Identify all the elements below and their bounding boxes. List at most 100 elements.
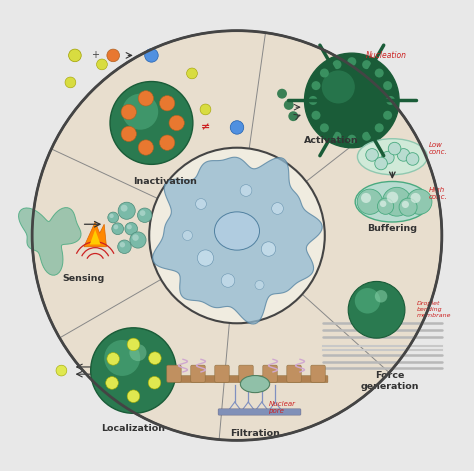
Circle shape <box>121 205 128 211</box>
Circle shape <box>311 81 320 90</box>
Circle shape <box>160 135 175 150</box>
Circle shape <box>322 70 355 104</box>
Circle shape <box>118 240 131 253</box>
Circle shape <box>386 96 395 105</box>
Circle shape <box>383 81 392 90</box>
Text: ≠: ≠ <box>201 122 210 132</box>
Circle shape <box>182 230 192 241</box>
Text: Inactivation: Inactivation <box>133 177 197 186</box>
Circle shape <box>132 235 139 241</box>
Circle shape <box>121 126 137 142</box>
Circle shape <box>399 198 417 216</box>
Circle shape <box>160 96 175 111</box>
Circle shape <box>196 199 206 210</box>
Circle shape <box>140 210 146 216</box>
Circle shape <box>332 60 341 69</box>
Ellipse shape <box>240 375 270 393</box>
Text: Droplet
bending
membrane: Droplet bending membrane <box>417 301 452 317</box>
Circle shape <box>125 222 137 235</box>
Circle shape <box>406 153 419 165</box>
Circle shape <box>240 185 252 196</box>
Circle shape <box>56 365 67 376</box>
Circle shape <box>361 193 371 203</box>
Circle shape <box>261 242 276 256</box>
Circle shape <box>110 81 193 164</box>
Polygon shape <box>84 222 107 247</box>
Circle shape <box>377 198 394 214</box>
Circle shape <box>114 225 118 229</box>
Circle shape <box>230 121 244 134</box>
Circle shape <box>127 338 140 351</box>
Text: Activation: Activation <box>304 136 359 145</box>
Text: Buffering: Buffering <box>367 224 417 233</box>
Circle shape <box>138 140 154 155</box>
Circle shape <box>355 288 380 314</box>
Circle shape <box>109 214 114 218</box>
Circle shape <box>375 68 384 78</box>
Circle shape <box>375 290 387 302</box>
Circle shape <box>347 135 356 144</box>
Circle shape <box>169 115 184 130</box>
Circle shape <box>122 94 158 130</box>
Circle shape <box>121 105 137 120</box>
Ellipse shape <box>215 212 259 250</box>
Circle shape <box>320 68 329 78</box>
Circle shape <box>375 157 387 170</box>
Circle shape <box>104 340 140 376</box>
Circle shape <box>304 53 399 148</box>
Circle shape <box>69 49 81 62</box>
Circle shape <box>382 151 394 164</box>
Circle shape <box>311 111 320 120</box>
Circle shape <box>200 104 211 115</box>
Circle shape <box>397 149 410 161</box>
Polygon shape <box>90 230 100 244</box>
Text: Nucleation: Nucleation <box>365 51 406 60</box>
Circle shape <box>107 49 119 62</box>
FancyBboxPatch shape <box>164 375 328 383</box>
Circle shape <box>129 344 146 361</box>
Circle shape <box>32 31 442 440</box>
Circle shape <box>388 142 401 155</box>
Circle shape <box>112 223 124 235</box>
Text: Force
generation: Force generation <box>361 371 419 390</box>
Circle shape <box>288 111 298 121</box>
Ellipse shape <box>357 138 427 175</box>
Polygon shape <box>18 208 81 275</box>
Circle shape <box>380 201 386 207</box>
Text: Low
conc.: Low conc. <box>428 142 447 155</box>
Circle shape <box>106 377 118 389</box>
Circle shape <box>407 189 432 214</box>
Circle shape <box>387 192 398 203</box>
Circle shape <box>362 60 371 69</box>
Circle shape <box>347 57 356 66</box>
Polygon shape <box>153 157 322 324</box>
FancyBboxPatch shape <box>191 365 205 382</box>
Circle shape <box>107 353 119 365</box>
Circle shape <box>65 77 76 88</box>
Circle shape <box>255 281 264 290</box>
Text: Localization: Localization <box>101 424 165 433</box>
Text: +: + <box>91 50 99 60</box>
Circle shape <box>402 201 409 208</box>
Circle shape <box>197 250 214 266</box>
Circle shape <box>375 123 384 132</box>
FancyBboxPatch shape <box>167 365 181 382</box>
Circle shape <box>362 132 371 141</box>
FancyBboxPatch shape <box>215 365 229 382</box>
Circle shape <box>187 68 197 79</box>
Circle shape <box>348 281 405 338</box>
Circle shape <box>410 193 420 203</box>
Circle shape <box>130 232 146 248</box>
Text: Nuclear
pore: Nuclear pore <box>268 401 295 414</box>
Circle shape <box>108 212 118 223</box>
Ellipse shape <box>355 181 429 222</box>
Circle shape <box>383 111 392 120</box>
Text: Filtration: Filtration <box>230 429 280 438</box>
FancyBboxPatch shape <box>218 409 301 415</box>
Circle shape <box>138 91 154 106</box>
Circle shape <box>148 376 161 389</box>
Circle shape <box>137 208 152 222</box>
Circle shape <box>127 224 132 229</box>
Text: High
conc.: High conc. <box>428 187 447 201</box>
Circle shape <box>91 328 176 414</box>
